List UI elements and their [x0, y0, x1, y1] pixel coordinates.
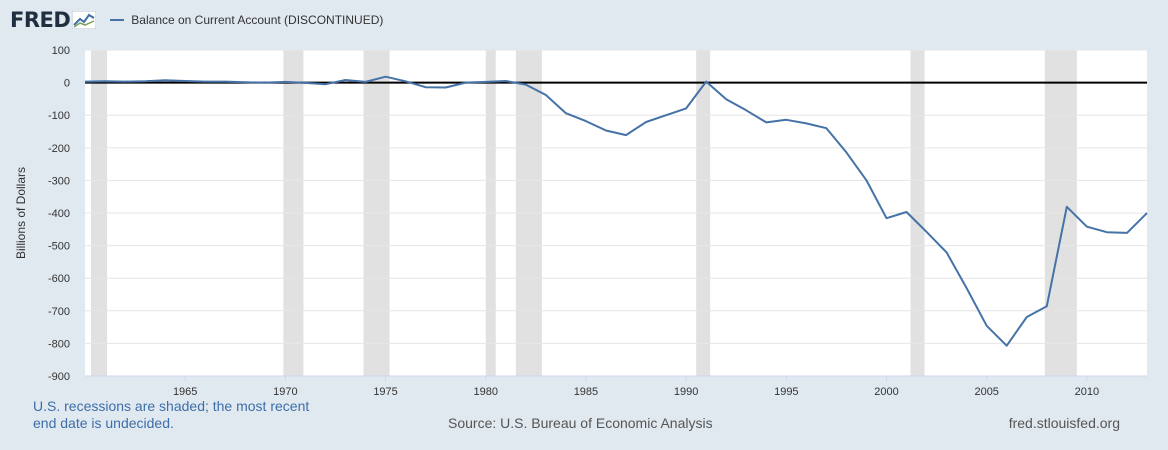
line-chart-icon [72, 11, 97, 29]
x-tick-label: 2010 [1075, 386, 1099, 398]
y-axis-ticks: 100 0 -100 -200 -300 -400 -500 -600 -700 -800 -900 [48, 45, 70, 383]
y-tick-label: 0 [64, 78, 70, 90]
fred-logo[interactable]: FRED [10, 8, 97, 32]
recession-note: U.S. recessions are shaded; the most rec… [33, 398, 310, 431]
y-tick-label: -900 [48, 371, 70, 383]
source-url-link[interactable]: fred.stlouisfed.org [1008, 415, 1120, 431]
chart-header: FRED Balance on Current Account (DISCONT… [10, 6, 383, 34]
y-tick-label: -300 [48, 175, 70, 187]
y-tick-label: -100 [48, 110, 70, 122]
y-tick-label: -700 [48, 306, 70, 318]
source-text: Source: U.S. Bureau of Economic Analysis [448, 415, 713, 431]
x-tick-label: 1965 [173, 386, 197, 398]
series-line [84, 75, 1148, 347]
x-tick-label: 1995 [774, 386, 798, 398]
y-tick-label: -200 [48, 143, 70, 155]
y-tick-label: -600 [48, 273, 70, 285]
y-axis-label: Billions of Dollars [14, 167, 28, 259]
y-tick-label: -500 [48, 241, 70, 253]
line-chart: 100 0 -100 -200 -300 -400 -500 -600 -700 -800 -900… [14, 45, 1148, 398]
series-group [84, 75, 1148, 347]
logo-text: FRED [10, 8, 71, 32]
x-tick-label: 1970 [273, 386, 297, 398]
y-tick-label: 100 [52, 45, 70, 57]
legend-label: Balance on Current Account (DISCONTINUED… [131, 13, 384, 27]
x-tick-label: 2005 [974, 386, 998, 398]
x-tick-label: 2000 [874, 386, 898, 398]
x-tick-label: 1980 [474, 386, 498, 398]
x-tick-label: 1975 [373, 386, 397, 398]
y-tick-label: -400 [48, 208, 70, 220]
legend-swatch [110, 19, 125, 21]
x-tick-label: 1990 [674, 386, 698, 398]
x-axis-ticks: 1965 1970 1975 1980 1985 1990 1995 2000 2005 2010 [173, 376, 1099, 398]
x-tick-label: 1985 [574, 386, 598, 398]
gridlines [85, 49, 1147, 377]
y-tick-label: -800 [48, 338, 70, 350]
legend: Balance on Current Account (DISCONTINUED… [110, 13, 383, 27]
